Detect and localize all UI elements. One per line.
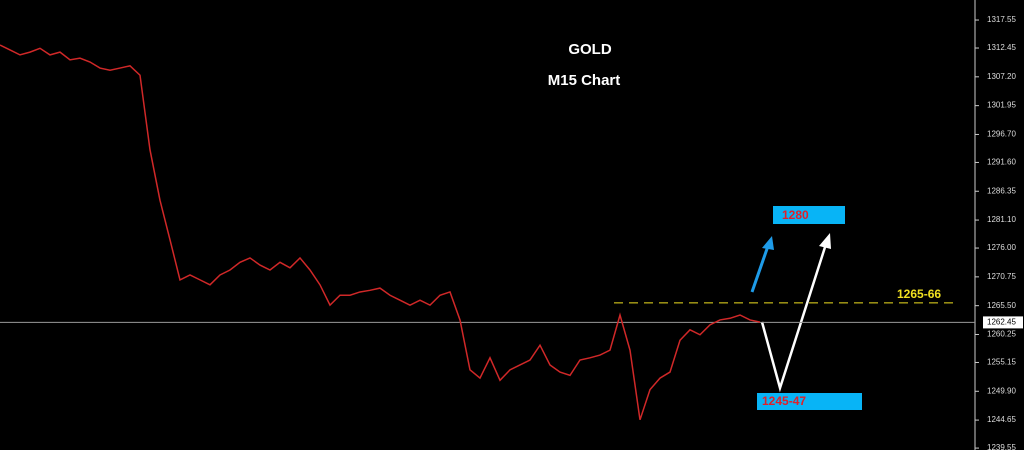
level-label: 1265-66 xyxy=(897,287,941,301)
y-tick-label: 1307.20 xyxy=(987,72,1016,81)
y-tick-label: 1296.70 xyxy=(987,130,1016,139)
y-tick-label: 1244.65 xyxy=(987,415,1016,424)
y-tick-label: 1260.25 xyxy=(987,330,1016,339)
y-tick-label: 1301.95 xyxy=(987,101,1016,110)
chart-subtitle: M15 Chart xyxy=(548,72,621,89)
current-price-box xyxy=(983,316,1023,329)
y-tick-label: 1249.90 xyxy=(987,386,1016,395)
y-tick-label: 1286.35 xyxy=(987,186,1016,195)
arrows xyxy=(750,233,831,393)
current-price-label: 1262.45 xyxy=(987,318,1016,327)
y-tick-label: 1281.10 xyxy=(987,215,1016,224)
y-tick-label: 1239.55 xyxy=(987,443,1016,450)
y-tick-label: 1317.55 xyxy=(987,15,1016,24)
y-tick-label: 1270.75 xyxy=(987,272,1016,281)
y-tick-label: 1312.45 xyxy=(987,43,1016,52)
target-box xyxy=(757,393,862,410)
target-label: 1245-47 xyxy=(762,394,806,408)
y-tick-label: 1291.60 xyxy=(987,158,1016,167)
chart-title: GOLD xyxy=(568,41,611,58)
y-tick-label: 1265.50 xyxy=(987,301,1016,310)
price-line xyxy=(0,44,761,421)
target-label: 1280 xyxy=(782,208,809,222)
y-tick-label: 1276.00 xyxy=(987,243,1016,252)
target-box xyxy=(773,206,845,224)
y-tick-label: 1255.15 xyxy=(987,358,1016,367)
